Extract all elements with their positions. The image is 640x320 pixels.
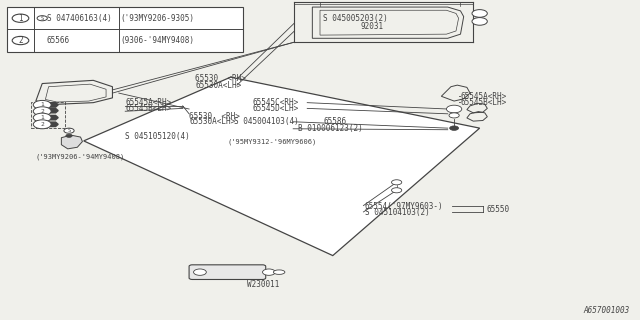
- Text: 65530A<LH>: 65530A<LH>: [195, 81, 242, 90]
- Text: 65586: 65586: [323, 117, 346, 126]
- Text: 65545A<RH>: 65545A<RH>: [125, 98, 172, 107]
- Text: 2: 2: [18, 36, 23, 45]
- Circle shape: [449, 113, 460, 118]
- Text: 65545C<RH>: 65545C<RH>: [253, 98, 299, 107]
- Text: 65554('97MY9603-): 65554('97MY9603-): [365, 202, 444, 211]
- Circle shape: [33, 107, 51, 116]
- Text: 65545A<RH>: 65545A<RH>: [461, 92, 507, 101]
- Circle shape: [37, 16, 47, 21]
- Circle shape: [392, 180, 402, 185]
- Text: S 045104103(2): S 045104103(2): [365, 208, 429, 217]
- Text: 65550: 65550: [486, 205, 509, 214]
- Text: A657001003: A657001003: [584, 306, 630, 315]
- Circle shape: [262, 269, 275, 275]
- Text: 65530A<LH>: 65530A<LH>: [189, 117, 236, 126]
- Polygon shape: [61, 135, 83, 149]
- Text: ('93MY9206-9305): ('93MY9206-9305): [121, 14, 195, 23]
- Polygon shape: [48, 108, 58, 113]
- Text: 65530  <RH>: 65530 <RH>: [195, 74, 246, 83]
- Text: 65545B<LH>: 65545B<LH>: [461, 98, 507, 107]
- Text: 2: 2: [40, 122, 44, 127]
- Circle shape: [392, 188, 402, 193]
- Text: W230011: W230011: [246, 280, 279, 289]
- Text: 65545B<LH>: 65545B<LH>: [125, 104, 172, 113]
- Circle shape: [33, 120, 51, 129]
- Circle shape: [64, 128, 74, 133]
- Text: B 010006123(2): B 010006123(2): [298, 124, 362, 133]
- Text: 92031: 92031: [360, 22, 383, 31]
- Text: 2: 2: [40, 109, 44, 114]
- Text: 1: 1: [40, 115, 44, 120]
- FancyBboxPatch shape: [7, 7, 243, 52]
- Text: S 045005203(2): S 045005203(2): [323, 14, 388, 23]
- Circle shape: [33, 100, 51, 109]
- Text: 65566: 65566: [47, 36, 70, 45]
- Circle shape: [472, 18, 487, 25]
- Circle shape: [12, 14, 29, 22]
- Polygon shape: [84, 77, 479, 256]
- Text: S 047406163(4): S 047406163(4): [47, 14, 111, 23]
- Circle shape: [447, 105, 462, 113]
- Text: ('93MY9206-'94MY9408): ('93MY9206-'94MY9408): [36, 154, 125, 160]
- Circle shape: [450, 126, 459, 130]
- Polygon shape: [48, 116, 58, 120]
- Text: ('95MY9312-'96MY9606): ('95MY9312-'96MY9606): [227, 138, 317, 145]
- Circle shape: [193, 269, 206, 275]
- Text: S: S: [40, 16, 44, 21]
- Text: 65545D<LH>: 65545D<LH>: [253, 104, 299, 113]
- Text: S 045004103(4): S 045004103(4): [234, 117, 298, 126]
- Ellipse shape: [273, 270, 285, 274]
- FancyBboxPatch shape: [189, 265, 266, 279]
- Circle shape: [472, 10, 487, 17]
- Text: 1: 1: [40, 102, 44, 108]
- Polygon shape: [48, 122, 58, 126]
- Circle shape: [66, 134, 72, 137]
- Text: S 045105120(4): S 045105120(4): [125, 132, 190, 140]
- Text: (9306-'94MY9408): (9306-'94MY9408): [121, 36, 195, 45]
- Text: 1: 1: [18, 14, 23, 23]
- Circle shape: [33, 113, 51, 122]
- Polygon shape: [48, 103, 58, 107]
- Circle shape: [12, 36, 29, 45]
- Text: S: S: [67, 128, 70, 133]
- Text: 65530  <RH>: 65530 <RH>: [189, 112, 240, 121]
